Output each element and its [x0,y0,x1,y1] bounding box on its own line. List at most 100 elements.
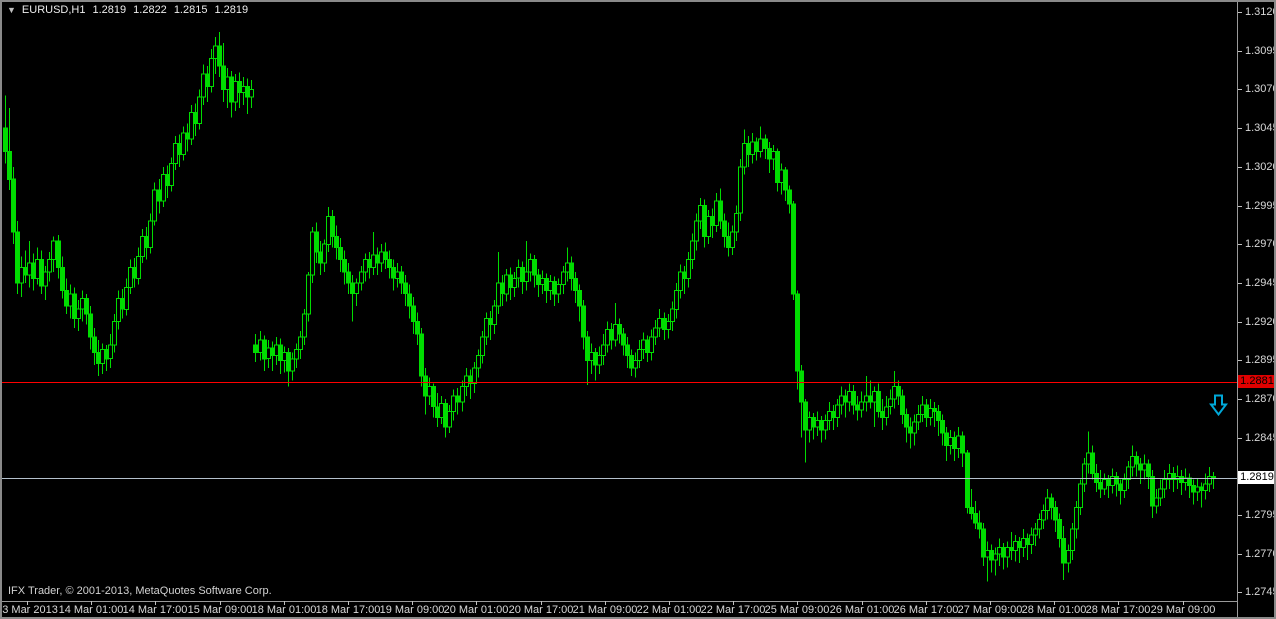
time-tick-label: 28 Mar 17:00 [1085,604,1151,616]
candle [900,389,905,424]
price-axis-line [1237,2,1238,617]
price-tick-label: 1.2970 [1245,238,1276,250]
candle [3,95,8,164]
candle [217,32,222,78]
candle [702,199,707,248]
time-tick-mark [669,601,670,605]
candle [367,252,372,279]
price-tick-mark [1238,592,1242,593]
candle [597,346,602,375]
candle [706,210,711,245]
quote-open: 1.2819 [92,4,127,16]
hline-price-label[interactable]: 1.2881 [1238,375,1276,388]
candle [1191,479,1196,505]
time-tick-label: 13 Mar 2013 [0,604,58,616]
candle [346,262,351,294]
time-tick-mark [412,601,413,605]
candle [605,321,610,353]
price-tick-mark [1238,438,1242,439]
candle [120,289,125,319]
candle [585,330,590,386]
price-tick-mark [1238,515,1242,516]
price-tick-mark [1238,128,1242,129]
candle [831,405,836,430]
candle [64,278,69,314]
candle [399,265,404,294]
candle [1074,501,1079,539]
candle [375,247,380,276]
candle [839,386,844,415]
price-tick-mark [1238,360,1242,361]
candle [431,383,436,418]
candle [338,238,343,273]
time-tick-mark [797,601,798,605]
candle [443,399,448,438]
candle [738,159,743,221]
candle [233,74,238,112]
candle [148,213,153,254]
candle [1126,460,1131,489]
window-border-right [1274,0,1276,619]
candle [274,337,279,365]
candle [56,234,61,279]
price-tick-mark [1238,51,1242,52]
time-tick-label: 14 Mar 17:00 [122,604,188,616]
down-arrow-icon[interactable] [1209,394,1228,417]
candle [1158,479,1163,506]
time-tick-mark [990,601,991,605]
candle [419,327,424,387]
candle [476,349,481,378]
price-tick-label: 1.2795 [1245,509,1276,521]
candle [864,375,869,412]
candle [447,405,452,434]
time-tick-mark [155,601,156,605]
price-tick-label: 1.3045 [1245,122,1276,134]
candle [1049,493,1054,520]
candle [35,247,40,285]
candle [1146,459,1151,489]
candle [993,547,998,576]
current-price-label: 1.2819 [1238,471,1276,484]
candle [47,252,52,282]
time-tick-mark [1183,601,1184,605]
candle [7,108,12,191]
candle [270,341,275,372]
candle [1187,473,1192,499]
time-tick-mark [541,601,542,605]
candle [670,301,675,331]
candle [835,399,840,427]
price-tick-label: 1.3070 [1245,83,1276,95]
candle [1098,470,1103,499]
candle [51,236,56,273]
candle [609,323,614,350]
candle [496,252,501,314]
candle [124,278,129,316]
candle [173,135,178,170]
candle [177,134,182,167]
price-tick-mark [1238,399,1242,400]
candle [161,166,166,208]
candle [540,270,545,294]
candle [779,163,784,195]
candle [318,241,323,276]
candle [884,395,889,426]
candle [904,408,909,443]
candle [783,166,788,201]
candle [601,334,606,365]
candle [997,538,1002,567]
window-border-top [0,0,1276,2]
candle [823,414,828,440]
candle [1207,467,1212,492]
candle [888,389,893,415]
candle [334,225,339,260]
price-tick-label: 1.2995 [1245,200,1276,212]
candle [508,267,513,300]
time-tick-mark [1054,601,1055,605]
time-tick-mark [220,601,221,605]
time-tick-label: 20 Mar 17:00 [508,604,574,616]
candlestick-chart[interactable] [0,0,1237,601]
candle [771,145,776,170]
candle [286,347,291,387]
time-tick-mark [476,601,477,605]
candle [880,399,885,430]
